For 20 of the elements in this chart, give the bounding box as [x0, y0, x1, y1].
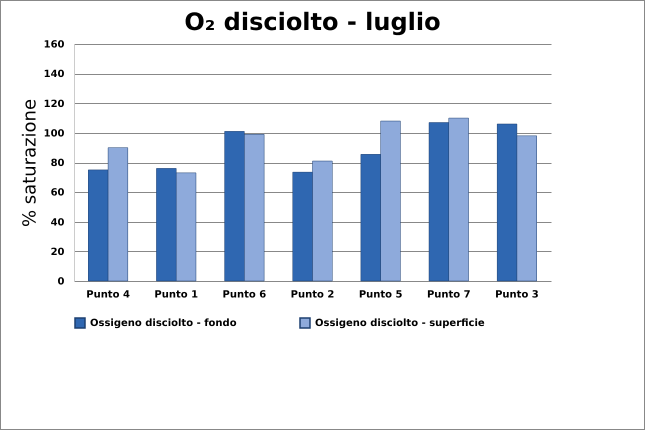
- y-tick-label: 100: [44, 128, 65, 140]
- y-axis-title: % saturazione: [20, 98, 41, 228]
- y-tick-label: 60: [50, 188, 65, 199]
- x-tick-label: Punto 4: [86, 290, 130, 300]
- x-tick-label: Punto 2: [290, 290, 334, 300]
- chart-title: O₂ disciolto - luglio: [184, 8, 441, 36]
- x-tick-label: Punto 3: [495, 290, 539, 300]
- x-tick-label: Punto 5: [358, 290, 403, 300]
- y-tick-label: 0: [58, 276, 65, 288]
- y-tick-label: 80: [50, 158, 65, 169]
- y-tick-label: 20: [50, 246, 65, 258]
- x-tick-label: Punto 6: [222, 290, 266, 300]
- y-tick-label: 160: [44, 40, 65, 50]
- y-tick-label: 140: [44, 69, 65, 80]
- legend-label: Ossigeno disciolto - superficie: [315, 318, 485, 329]
- x-tick-label: Punto 7: [426, 290, 471, 300]
- y-tick-label: 40: [50, 217, 65, 228]
- legend-label: Ossigeno disciolto - fondo: [90, 318, 237, 329]
- x-tick-label: Punto 1: [154, 290, 198, 300]
- y-tick-label: 120: [44, 98, 65, 110]
